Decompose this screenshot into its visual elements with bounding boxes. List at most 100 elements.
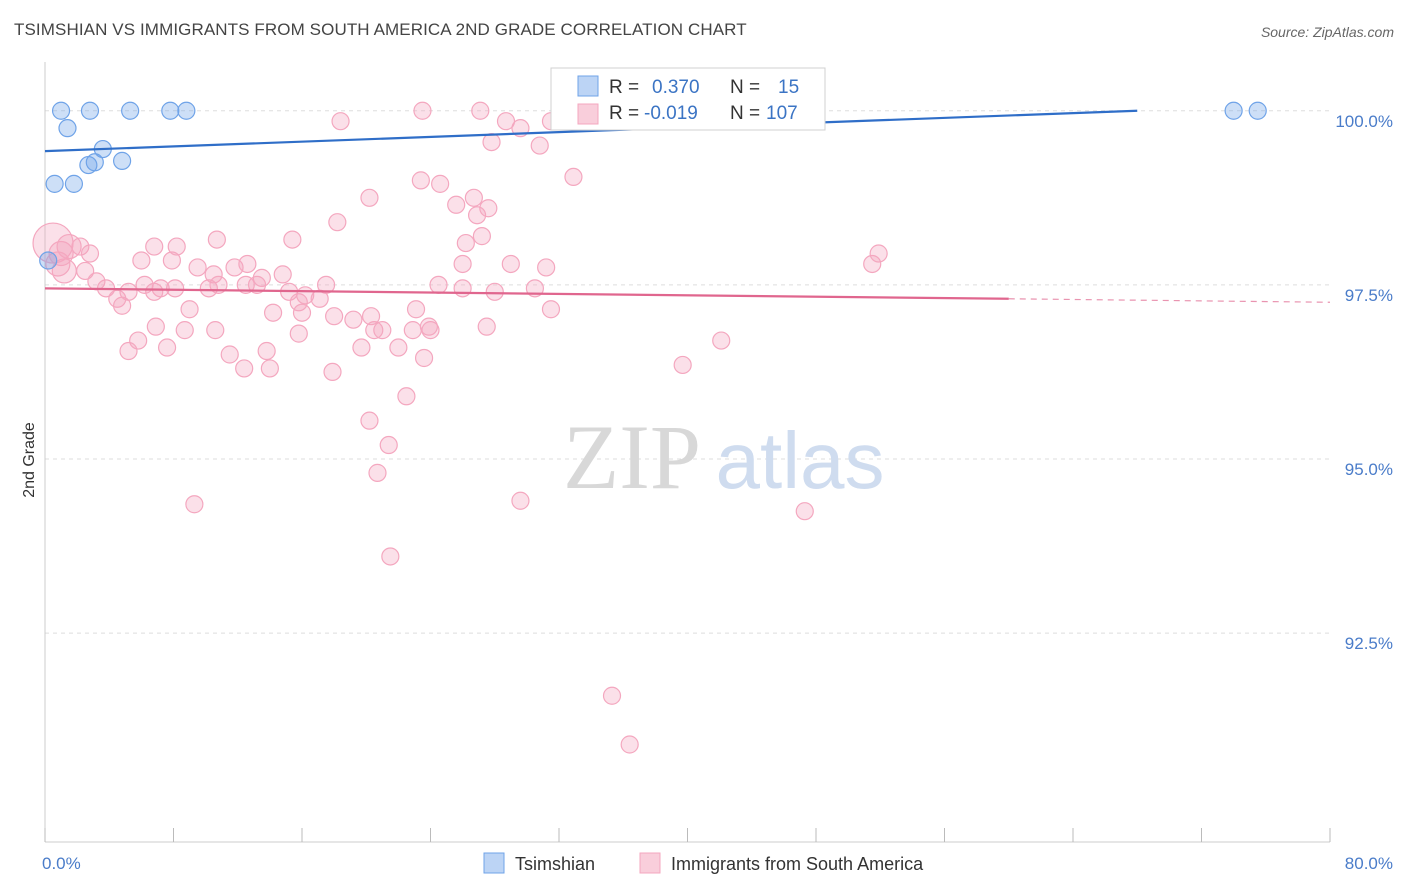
immigrants-point bbox=[712, 331, 731, 350]
immigrants-point bbox=[206, 321, 225, 340]
tsimshian-point bbox=[161, 101, 180, 120]
immigrants-point bbox=[325, 307, 344, 326]
y-tick-label-1: 95.0% bbox=[1345, 460, 1393, 479]
tsimshian-point bbox=[58, 119, 77, 138]
immigrants-point bbox=[145, 237, 164, 256]
y-tick-label-2: 97.5% bbox=[1345, 286, 1393, 305]
immigrants-r-label: R = bbox=[609, 103, 639, 124]
immigrants-point bbox=[389, 338, 408, 357]
immigrants-point bbox=[368, 463, 387, 482]
immigrants-point bbox=[477, 317, 496, 336]
tsimshian-point bbox=[51, 101, 71, 120]
immigrants-point bbox=[795, 502, 814, 521]
bottom-legend: Tsimshian Immigrants from South America bbox=[483, 852, 924, 874]
tsimshian-point bbox=[39, 251, 58, 270]
immigrants-point bbox=[132, 251, 151, 270]
immigrants-point bbox=[323, 362, 342, 382]
tsimshian-point bbox=[64, 174, 84, 193]
immigrants-point bbox=[496, 112, 516, 131]
immigrants-point bbox=[464, 188, 483, 207]
stats-legend-box: R = 0.370 N = 15 R = -0.019 N = 107 bbox=[550, 67, 826, 131]
immigrants-point bbox=[381, 547, 400, 566]
trend-lines bbox=[44, 109, 1331, 303]
legend-immigrants-label: Immigrants from South America bbox=[671, 854, 924, 874]
immigrants-point bbox=[485, 282, 504, 301]
y-axis-label: 2nd Grade bbox=[21, 422, 38, 498]
immigrants-point bbox=[80, 244, 100, 263]
watermark-zip: ZIP bbox=[563, 406, 701, 508]
immigrants-point bbox=[511, 491, 530, 510]
immigrants-point bbox=[257, 341, 276, 361]
x-tick-label-1: 80.0% bbox=[1345, 854, 1393, 873]
immigrants-point bbox=[419, 317, 438, 336]
watermark: ZIP atlas bbox=[563, 406, 884, 508]
immigrants-point bbox=[119, 341, 138, 361]
immigrants-point bbox=[429, 275, 448, 294]
immigrants-point bbox=[673, 355, 692, 375]
tick-labels: 92.5% 95.0% 97.5% 100.0% 0.0% 80.0% bbox=[42, 112, 1393, 873]
immigrants-point bbox=[530, 136, 549, 155]
immigrants-point bbox=[431, 174, 450, 193]
immigrants-n-label: N = bbox=[730, 103, 760, 124]
immigrants-point bbox=[238, 254, 257, 274]
tsimshian-point bbox=[45, 174, 64, 193]
immigrants-point bbox=[220, 345, 239, 364]
immigrants-n-value: 107 bbox=[766, 103, 798, 124]
immigrants-point bbox=[260, 359, 279, 378]
series-immigrants-points bbox=[32, 101, 888, 754]
immigrants-point bbox=[199, 279, 218, 298]
x-tick-label-0: 0.0% bbox=[42, 854, 81, 873]
immigrants-point bbox=[602, 686, 622, 705]
immigrants-point bbox=[411, 171, 430, 190]
immigrants-point bbox=[501, 254, 520, 274]
immigrants-point bbox=[167, 237, 186, 256]
immigrants-point bbox=[453, 279, 472, 298]
immigrants-point bbox=[328, 213, 347, 232]
immigrants-point bbox=[235, 359, 254, 378]
immigrants-point bbox=[863, 254, 882, 274]
immigrants-point bbox=[406, 300, 426, 319]
immigrants-point bbox=[360, 411, 379, 430]
tsimshian-point bbox=[121, 101, 140, 120]
chart-title: TSIMSHIAN VS IMMIGRANTS FROM SOUTH AMERI… bbox=[14, 20, 747, 39]
tsimshian-point bbox=[1224, 101, 1243, 120]
immigrants-point bbox=[119, 282, 138, 301]
immigrants-point bbox=[71, 237, 90, 256]
immigrants-point bbox=[151, 279, 170, 298]
tsimshian-trend-line bbox=[44, 109, 1138, 153]
tsimshian-r-label: R = bbox=[609, 77, 639, 98]
immigrants-point bbox=[162, 251, 181, 270]
watermark-atlas: atlas bbox=[716, 416, 885, 505]
immigrants-point bbox=[414, 348, 434, 368]
immigrants-point bbox=[146, 317, 165, 336]
immigrants-point bbox=[361, 307, 381, 326]
immigrants-point bbox=[471, 101, 490, 120]
immigrants-point bbox=[541, 300, 561, 319]
tsimshian-r-value: 0.370 bbox=[652, 77, 700, 98]
y-tick-label-0: 92.5% bbox=[1345, 634, 1393, 653]
immigrants-point bbox=[166, 279, 185, 298]
immigrants-r-value: -0.019 bbox=[644, 103, 698, 124]
immigrants-point bbox=[869, 244, 888, 263]
immigrants-point bbox=[204, 265, 223, 284]
immigrants-point bbox=[207, 230, 226, 249]
tsimshian-n-label: N = bbox=[730, 77, 760, 98]
immigrants-point bbox=[447, 195, 466, 214]
immigrants-point bbox=[482, 132, 501, 152]
immigrants-point bbox=[185, 495, 204, 514]
tsimshian-point bbox=[79, 155, 98, 175]
immigrants-point bbox=[379, 435, 398, 455]
immigrants-point bbox=[180, 300, 199, 319]
immigrants-point bbox=[397, 387, 416, 406]
immigrants-point bbox=[479, 199, 498, 218]
immigrants-point bbox=[403, 321, 422, 340]
immigrants-point bbox=[453, 254, 472, 274]
immigrants-point bbox=[247, 275, 267, 294]
immigrants-point bbox=[360, 188, 379, 207]
immigrants-point bbox=[175, 321, 194, 340]
source-note: Source: ZipAtlas.com bbox=[1260, 24, 1394, 40]
immigrants-point bbox=[289, 293, 308, 312]
immigrants-point bbox=[76, 261, 95, 281]
immigrants-point bbox=[365, 321, 384, 340]
